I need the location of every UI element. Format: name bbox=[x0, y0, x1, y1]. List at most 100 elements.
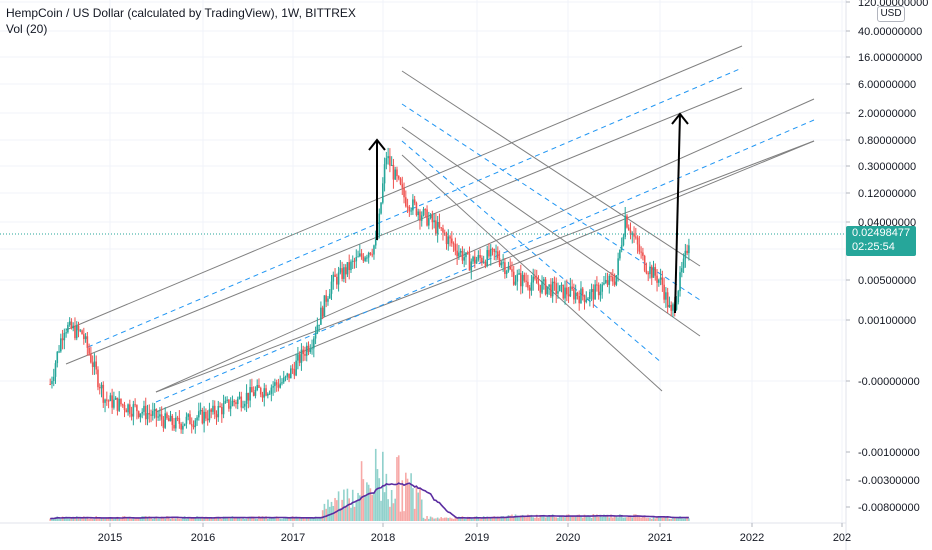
candle-body bbox=[426, 209, 428, 226]
candle-body bbox=[180, 423, 182, 430]
volume-bar bbox=[649, 518, 651, 521]
currency-badge[interactable]: USD bbox=[877, 6, 905, 22]
volume-bar bbox=[68, 518, 71, 521]
candle-body bbox=[424, 209, 427, 211]
candle-body bbox=[277, 384, 280, 388]
candle-body bbox=[560, 284, 563, 286]
channel-line bbox=[401, 70, 701, 267]
price-axis[interactable]: 120.00000000 40.00000000 16.00000000 6.0000… bbox=[846, 0, 928, 388]
volume-bar bbox=[251, 516, 253, 521]
volume-bar bbox=[456, 518, 458, 521]
volume-bar bbox=[436, 517, 439, 521]
candle-body bbox=[627, 227, 630, 231]
candle-body bbox=[175, 417, 177, 429]
candle-body bbox=[438, 221, 441, 228]
candle-body bbox=[688, 245, 690, 254]
candle-body bbox=[106, 399, 108, 401]
volume-bar bbox=[231, 516, 234, 521]
volume-bar bbox=[318, 517, 320, 521]
candle-body bbox=[555, 283, 557, 294]
volume-bar bbox=[539, 514, 542, 521]
channel-line bbox=[401, 126, 701, 337]
candle-body bbox=[587, 299, 589, 301]
volume-bar bbox=[221, 518, 223, 521]
candle-body bbox=[192, 425, 195, 428]
volume-bar bbox=[620, 514, 623, 521]
candle-body bbox=[608, 275, 611, 285]
candle-body bbox=[141, 411, 143, 414]
candle-body bbox=[567, 294, 570, 297]
volume-bar bbox=[339, 508, 342, 521]
candle-body bbox=[643, 255, 646, 271]
candle-body bbox=[420, 215, 423, 221]
volume-bar bbox=[394, 498, 396, 521]
volume-bar bbox=[509, 515, 511, 521]
volume-bar bbox=[454, 517, 457, 521]
candle-body bbox=[251, 387, 253, 393]
volume-bar bbox=[544, 517, 547, 521]
volume-bar bbox=[203, 518, 205, 521]
candle-body bbox=[571, 286, 573, 290]
volume-bar bbox=[210, 518, 212, 521]
candle-body bbox=[212, 405, 214, 412]
candle-body bbox=[252, 392, 255, 396]
volume-bar bbox=[244, 518, 246, 521]
volume-bar bbox=[362, 479, 365, 521]
time-tick-label: 2022 bbox=[740, 532, 764, 544]
candle-body bbox=[261, 394, 264, 398]
volume-bar bbox=[514, 514, 517, 521]
candle-body bbox=[231, 400, 234, 406]
candle-body bbox=[642, 252, 644, 256]
candle-body bbox=[463, 257, 465, 261]
volume-indicator-label[interactable]: Vol (20) bbox=[6, 22, 48, 36]
candle-body bbox=[58, 351, 60, 353]
candle-body bbox=[382, 183, 384, 203]
candle-body bbox=[298, 354, 301, 363]
candle-body bbox=[265, 388, 267, 396]
candle-body bbox=[336, 276, 338, 285]
volume-bar bbox=[364, 495, 366, 521]
volume-bar bbox=[412, 488, 414, 521]
candle-body bbox=[374, 239, 377, 246]
candle-body bbox=[116, 397, 119, 411]
time-tick-label: 2021 bbox=[648, 532, 672, 544]
candle-body bbox=[125, 409, 128, 413]
candle-body bbox=[63, 332, 66, 341]
volume-bar bbox=[650, 518, 653, 521]
volume-bar bbox=[263, 517, 266, 521]
volume-bar bbox=[180, 518, 182, 521]
volume-bar bbox=[429, 516, 432, 521]
candle-body bbox=[417, 211, 419, 216]
volume-bar bbox=[597, 516, 600, 521]
candle-body bbox=[378, 213, 381, 237]
volume-bar bbox=[573, 516, 575, 521]
volume-bar bbox=[100, 518, 103, 521]
volume-bar bbox=[175, 518, 177, 521]
candle-body bbox=[397, 176, 400, 179]
candle-body bbox=[281, 382, 283, 384]
candle-body bbox=[313, 338, 315, 349]
volume-bar bbox=[681, 518, 683, 521]
candle-body bbox=[650, 266, 653, 278]
candle-body bbox=[185, 416, 188, 424]
arrow-head bbox=[671, 112, 689, 125]
volume-bar bbox=[373, 492, 375, 521]
volume-bar bbox=[215, 516, 218, 521]
volume-bar bbox=[167, 516, 170, 521]
arrow-line bbox=[674, 113, 681, 314]
volume-bar bbox=[213, 516, 216, 521]
time-axis[interactable]: 2015 2016 2017 2018 2019 2020 2021 2022 202 bbox=[98, 523, 851, 544]
volume-bar bbox=[196, 516, 198, 521]
volume-bar bbox=[290, 518, 292, 521]
volume-bar bbox=[212, 518, 214, 521]
candle-body bbox=[353, 260, 356, 262]
candle-body bbox=[665, 292, 667, 300]
candle-body bbox=[514, 281, 517, 285]
volume-bar bbox=[189, 518, 191, 521]
volume-bar bbox=[81, 518, 83, 521]
candle-body bbox=[422, 209, 425, 216]
candle-body bbox=[569, 286, 572, 297]
volume-tick-label: -0.00800000 bbox=[858, 502, 920, 514]
candles bbox=[49, 147, 690, 434]
